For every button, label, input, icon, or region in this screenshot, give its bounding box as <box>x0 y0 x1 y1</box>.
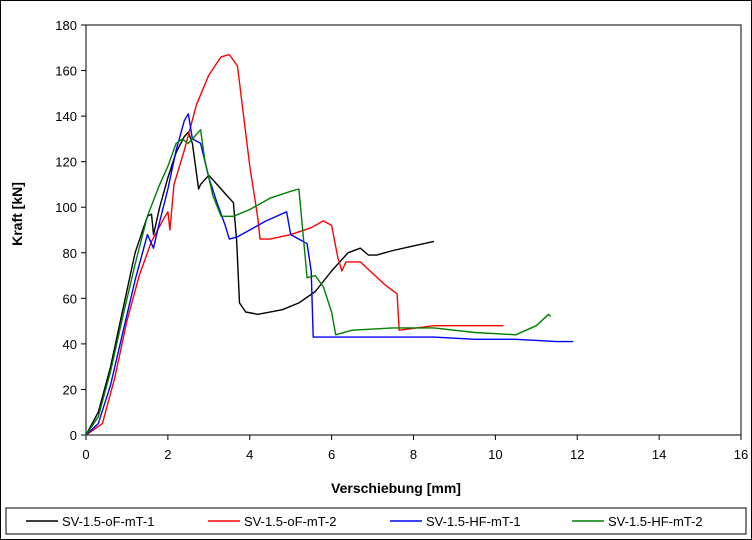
x-tick-label: 2 <box>164 447 171 462</box>
y-tick-label: 60 <box>63 291 77 306</box>
plot-area-frame <box>85 24 742 436</box>
y-axis-label: Kraft [kN] <box>9 182 25 246</box>
y-tick-label: 20 <box>63 382 77 397</box>
legend-label-3: SV-1.5-HF-mT-1 <box>426 514 521 529</box>
legend-label-4: SV-1.5-HF-mT-2 <box>608 514 703 529</box>
series-line-3 <box>85 113 574 436</box>
y-tick-label: 40 <box>63 337 77 352</box>
series-layer <box>85 53 574 436</box>
x-tick-label: 4 <box>246 447 253 462</box>
series-line-4 <box>85 129 552 436</box>
x-axis-label: Verschiebung [mm] <box>331 480 461 496</box>
x-tick-label: 8 <box>410 447 417 462</box>
legend-box <box>5 507 747 535</box>
y-tick-label: 140 <box>55 109 77 124</box>
x-tick-label: 10 <box>488 447 502 462</box>
y-tick-label: 80 <box>63 246 77 261</box>
x-tick-label: 0 <box>82 447 89 462</box>
x-tick-label: 6 <box>328 447 335 462</box>
x-tick-label: 16 <box>734 447 748 462</box>
legend-label-1: SV-1.5-oF-mT-1 <box>62 514 154 529</box>
y-tick-label: 100 <box>55 200 77 215</box>
y-tick-label: 0 <box>70 428 77 443</box>
legend-label-2: SV-1.5-oF-mT-2 <box>244 514 336 529</box>
y-tick-label: 160 <box>55 64 77 79</box>
legend: SV-1.5-oF-mT-1 SV-1.5-oF-mT-2 SV-1.5-HF-mT… <box>5 507 747 535</box>
x-tick-label: 12 <box>570 447 584 462</box>
x-tick-label: 14 <box>652 447 666 462</box>
y-tick-label: 120 <box>55 155 77 170</box>
y-tick-label: 180 <box>55 18 77 33</box>
series-line-1 <box>85 131 435 436</box>
x-axis: 0 2 4 6 8 10 12 14 16 <box>82 435 748 462</box>
series-line-2 <box>85 53 504 436</box>
y-axis: 0 20 40 60 80 100 120 140 160 180 <box>55 18 86 443</box>
plot-area <box>85 24 742 436</box>
